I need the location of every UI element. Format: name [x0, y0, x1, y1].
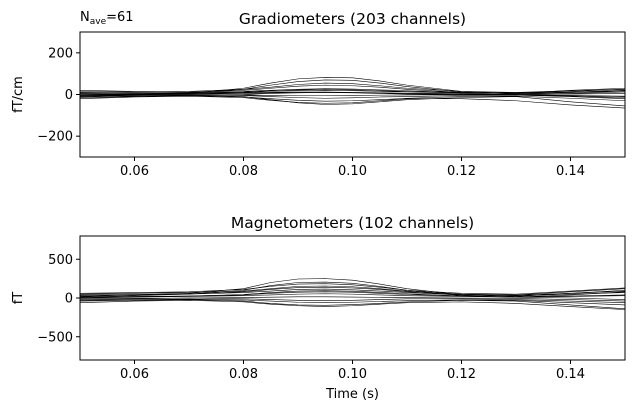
trace-group — [80, 77, 625, 109]
trace-line-12 — [80, 298, 625, 306]
y-tick-label: 0 — [65, 88, 73, 103]
x-tick-label: 0.08 — [229, 164, 258, 179]
x-tick-label: 0.06 — [120, 367, 149, 382]
y-axis-label: fT — [11, 292, 26, 305]
chart-title: Gradiometers (203 channels) — [239, 10, 466, 28]
trace-line-9 — [80, 82, 625, 93]
x-tick-label: 0.12 — [447, 367, 476, 382]
trace-line-0 — [80, 278, 625, 297]
trace-line-11 — [80, 92, 625, 95]
x-tick-label: 0.10 — [338, 367, 367, 382]
y-tick-label: −200 — [37, 130, 73, 145]
x-axis-label: Time (s) — [325, 387, 379, 400]
trace-line-13 — [80, 89, 625, 94]
y-tick-label: 200 — [48, 46, 73, 61]
nave-subscript: ave — [90, 17, 107, 27]
trace-line-8 — [80, 283, 625, 295]
gradiometers-panel: 0.06 0.08 0.10 0.12 0.14 −200 0 200 Gradiometers… — [11, 10, 626, 179]
x-tick-label: 0.14 — [556, 367, 585, 382]
nave-symbol: N — [80, 10, 90, 25]
trace-line-5 — [80, 88, 625, 94]
y-tick-label: 500 — [48, 253, 73, 268]
magnetometers-panel: 0.06 0.08 0.10 0.12 0.14 −500 0 500 Magnetometer… — [11, 214, 626, 400]
trace-line-3 — [80, 299, 625, 310]
trace-line-13 — [80, 290, 625, 298]
x-tick-label: 0.10 — [338, 164, 367, 179]
trace-group — [80, 278, 625, 310]
trace-line-5 — [80, 288, 625, 296]
x-tick-label: 0.06 — [120, 164, 149, 179]
trace-line-10 — [80, 296, 625, 302]
chart-title: Magnetometers (102 channels) — [231, 214, 474, 232]
y-axis-label: fT/cm — [11, 76, 26, 113]
y-tick-label: 0 — [65, 292, 73, 307]
trace-line-12 — [80, 95, 625, 102]
x-tick-label: 0.12 — [447, 164, 476, 179]
y-tick-label: −500 — [37, 330, 73, 345]
x-tick-label: 0.14 — [556, 164, 585, 179]
trace-line-11 — [80, 286, 625, 296]
nave-value: =61 — [106, 10, 133, 25]
x-tick-label: 0.08 — [229, 367, 258, 382]
trace-line-14 — [80, 94, 625, 97]
trace-line-4 — [80, 95, 625, 109]
trace-line-2 — [80, 285, 625, 296]
trace-line-4 — [80, 300, 625, 310]
nave-annotation: Nave=61 — [80, 10, 134, 27]
